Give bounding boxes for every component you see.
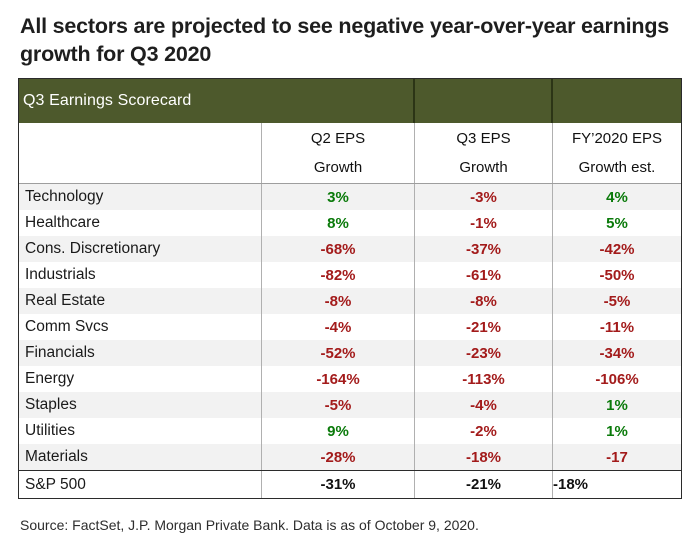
sector-label: Real Estate xyxy=(19,288,262,314)
sector-label: Industrials xyxy=(19,262,262,288)
column-header-line: FY’2020 EPS xyxy=(571,130,663,147)
scorecard-header-spacer xyxy=(415,79,553,123)
value-cell: 4% xyxy=(606,188,628,206)
value-cell: -21% xyxy=(415,314,553,340)
sector-label: Utilities xyxy=(19,418,262,444)
value-cell: 1% xyxy=(606,396,628,414)
table-row: Utilities 9% -2% 1% xyxy=(19,418,681,444)
value-cell: -21% xyxy=(415,471,553,498)
value-cell: -2% xyxy=(415,418,553,444)
scorecard-header-spacer xyxy=(553,79,681,123)
value-cell: -52% xyxy=(262,340,415,366)
sector-label: Staples xyxy=(19,392,262,418)
value-cell: -18% xyxy=(415,444,553,470)
sector-label: Comm Svcs xyxy=(19,314,262,340)
value-cell: -17 xyxy=(606,448,628,466)
source-note: Source: FactSet, J.P. Morgan Private Ban… xyxy=(20,517,479,533)
scorecard-title: Q3 Earnings Scorecard xyxy=(23,92,192,109)
value-cell: -18% xyxy=(553,476,589,493)
column-header-line: Growth est. xyxy=(578,159,656,176)
sector-label: Energy xyxy=(19,366,262,392)
sp500-summary-row: S&P 500 -31% -21% -18% xyxy=(19,470,681,498)
table-row: Real Estate -8% -8% -5% xyxy=(19,288,681,314)
column-header-line: Q3 EPS xyxy=(456,130,511,147)
table-row: Financials -52% -23% -34% xyxy=(19,340,681,366)
column-header-q2: Q2 EPS Growth xyxy=(262,123,415,183)
value-cell: -61% xyxy=(415,262,553,288)
sector-label: S&P 500 xyxy=(19,471,262,498)
table-row: Comm Svcs -4% -21% -11% xyxy=(19,314,681,340)
value-cell: -1% xyxy=(415,210,553,236)
earnings-scorecard-figure: All sectors are projected to see negativ… xyxy=(0,12,700,556)
sector-label: Financials xyxy=(19,340,262,366)
value-cell: -82% xyxy=(262,262,415,288)
table-row: Cons. Discretionary -68% -37% -42% xyxy=(19,236,681,262)
value-cell: 8% xyxy=(262,210,415,236)
value-cell: -28% xyxy=(262,444,415,470)
value-cell: -4% xyxy=(262,314,415,340)
value-cell: -31% xyxy=(262,471,415,498)
table-row: Materials -28% -18% -17 xyxy=(19,444,681,470)
sector-label: Cons. Discretionary xyxy=(19,236,262,262)
table-row: Healthcare 8% -1% 5% xyxy=(19,210,681,236)
value-cell: -37% xyxy=(415,236,553,262)
value-cell: -5% xyxy=(262,392,415,418)
column-header-line: Growth xyxy=(459,159,508,176)
scorecard-header-cell: Q3 Earnings Scorecard xyxy=(19,79,415,123)
value-cell: -106% xyxy=(595,370,639,388)
value-cell: 5% xyxy=(606,214,628,232)
value-cell: 1% xyxy=(606,422,628,440)
table-row: Industrials -82% -61% -50% xyxy=(19,262,681,288)
value-cell: -50% xyxy=(599,266,635,284)
value-cell: -3% xyxy=(415,184,553,210)
table-row: Energy -164% -113% -106% xyxy=(19,366,681,392)
value-cell: -4% xyxy=(415,392,553,418)
column-header-q3: Q3 EPS Growth xyxy=(415,123,553,183)
table-row: Technology 3% -3% 4% xyxy=(19,184,681,210)
value-cell: -8% xyxy=(262,288,415,314)
value-cell: 9% xyxy=(262,418,415,444)
table-row: Staples -5% -4% 1% xyxy=(19,392,681,418)
value-cell: -113% xyxy=(415,366,553,392)
column-header-empty xyxy=(19,123,262,183)
table-row: S&P 500 -31% -21% -18% xyxy=(19,471,588,498)
table-body: Technology 3% -3% 4% Healthcare 8% -1% 5% Cons. … xyxy=(19,184,681,470)
value-cell: -68% xyxy=(262,236,415,262)
sector-label: Technology xyxy=(19,184,262,210)
column-header-fy2020: FY’2020 EPS Growth est. xyxy=(553,123,681,183)
value-cell: -8% xyxy=(415,288,553,314)
column-header-line: Q2 EPS xyxy=(310,130,366,147)
value-cell: -42% xyxy=(599,240,635,258)
value-cell: -23% xyxy=(415,340,553,366)
scorecard-table: Q3 Earnings Scorecard Q2 EPS Growth Q3 E… xyxy=(18,78,682,499)
value-cell: -5% xyxy=(603,292,631,310)
column-header-line: Growth xyxy=(313,159,363,176)
column-header-row: Q2 EPS Growth Q3 EPS Growth FY’2020 EPS … xyxy=(19,123,681,184)
value-cell: 3% xyxy=(262,184,415,210)
figure-title: All sectors are projected to see negativ… xyxy=(20,14,670,66)
sector-label: Materials xyxy=(19,444,262,470)
value-cell: -34% xyxy=(599,344,635,362)
value-cell: -164% xyxy=(262,366,415,392)
value-cell: -11% xyxy=(599,318,635,336)
sector-label: Healthcare xyxy=(19,210,262,236)
scorecard-header-bar: Q3 Earnings Scorecard xyxy=(19,79,681,123)
